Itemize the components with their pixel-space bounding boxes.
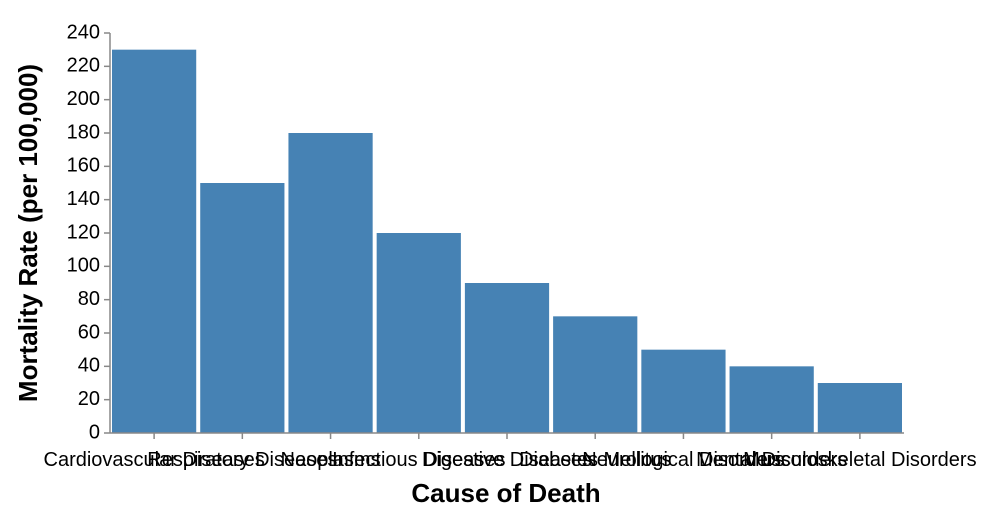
bars xyxy=(112,49,902,434)
x-tick-label: Cardiovascular Diseases xyxy=(44,449,265,471)
x-tick-label: Mental Disorders xyxy=(696,449,847,471)
bar xyxy=(464,283,550,433)
x-tick-label: Diabetes Mellitus xyxy=(519,449,671,471)
y-tick-label: 160 xyxy=(67,155,100,177)
x-tick-label: Neoplasms xyxy=(281,449,381,471)
y-tick-label: 80 xyxy=(78,288,100,310)
y-tick-label: 200 xyxy=(67,88,100,110)
bar xyxy=(376,233,461,433)
y-tick-label: 180 xyxy=(67,121,100,143)
x-tick-label: Musculoskeletal Disorders xyxy=(743,449,976,471)
bar xyxy=(288,133,373,433)
y-axis: 0 20 40 60 80 100 120 140 160 180 200 220 240 xyxy=(67,21,111,443)
y-tick-label: 20 xyxy=(78,388,100,410)
y-tick-label: 100 xyxy=(67,255,100,277)
y-tick-label: 120 xyxy=(67,221,100,243)
y-tick-label: 140 xyxy=(67,188,100,210)
bar xyxy=(729,366,814,433)
bar xyxy=(553,316,638,433)
bar xyxy=(112,49,197,434)
x-tick-label: Neurological Disorders xyxy=(582,449,784,471)
x-tick-label: Respiratory Diseases xyxy=(147,449,337,471)
y-tick-label: 60 xyxy=(78,321,100,343)
x-tick-label: Digestive Diseases xyxy=(422,449,592,471)
y-tick-label: 240 xyxy=(67,21,100,43)
bar xyxy=(641,349,726,433)
y-tick-label: 0 xyxy=(89,421,100,443)
x-tick-label: Infectious Diseases xyxy=(332,449,505,471)
bar xyxy=(817,383,902,433)
bar xyxy=(200,183,285,433)
y-axis-title: Mortality Rate (per 100,000) xyxy=(13,64,43,402)
y-tick-label: 220 xyxy=(67,55,100,77)
y-tick-label: 40 xyxy=(78,355,100,377)
x-axis-title: Cause of Death xyxy=(411,478,600,508)
